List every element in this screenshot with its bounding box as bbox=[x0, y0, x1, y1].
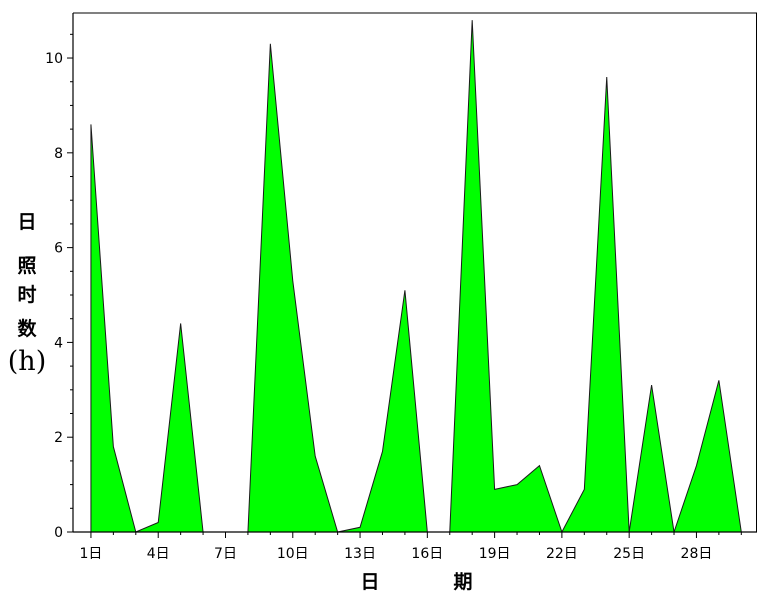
x-tick-label: 10日 bbox=[277, 546, 309, 562]
y-label-char: 数 bbox=[17, 317, 37, 340]
x-tick-label: 4日 bbox=[147, 546, 170, 562]
x-tick-label: 22日 bbox=[546, 546, 578, 562]
area-series bbox=[90, 20, 742, 534]
x-tick-label: 16日 bbox=[411, 546, 443, 562]
x-axis-label: 日期 bbox=[360, 571, 472, 593]
y-label-unit: (h) bbox=[8, 346, 46, 377]
x-tick-label: 7日 bbox=[214, 546, 237, 562]
x-tick-label: 25日 bbox=[613, 546, 645, 562]
x-tick-label: 19日 bbox=[479, 546, 511, 562]
y-tick-label: 10 bbox=[45, 51, 63, 67]
x-tick-label: 1日 bbox=[79, 546, 102, 562]
y-label-char: 日 bbox=[17, 211, 36, 233]
y-tick-label: 2 bbox=[54, 430, 63, 446]
y-label-char: 时 bbox=[17, 284, 36, 306]
y-label-char: 照 bbox=[17, 255, 36, 277]
x-tick-label: 13日 bbox=[344, 546, 376, 562]
area-fill bbox=[90, 20, 742, 534]
y-tick-label: 4 bbox=[54, 335, 63, 351]
y-tick-label: 0 bbox=[54, 525, 63, 541]
y-tick-label: 8 bbox=[54, 146, 63, 162]
axes: 0 2 4 6 8 10 1日 4日 7日 10日 13日 16日 19日 22日 25日 28日 bbox=[45, 13, 757, 562]
x-label-left: 日 bbox=[360, 571, 379, 593]
y-tick-label: 6 bbox=[54, 241, 63, 257]
x-label-right: 期 bbox=[453, 571, 472, 593]
x-tick-label: 28日 bbox=[681, 546, 713, 562]
